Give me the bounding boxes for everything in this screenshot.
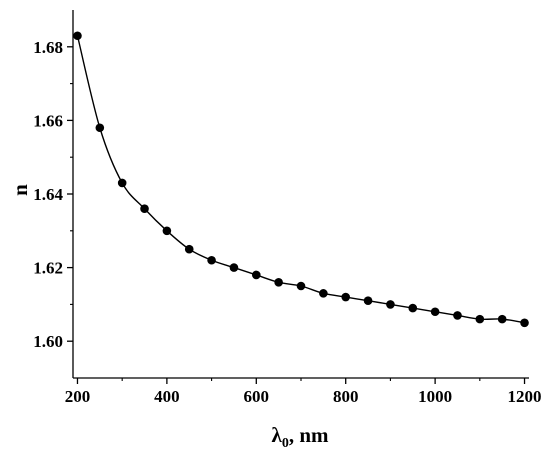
data-point — [73, 31, 82, 40]
y-tick-label: 1.68 — [33, 38, 63, 57]
x-tick-label: 600 — [244, 387, 270, 406]
x-tick-label: 1200 — [508, 387, 542, 406]
x-tick-label: 800 — [333, 387, 359, 406]
x-axis-label-suffix: , nm — [289, 423, 329, 447]
x-tick-label: 1000 — [418, 387, 452, 406]
data-point — [319, 289, 328, 298]
y-axis-label: n — [8, 184, 32, 196]
data-point — [118, 179, 127, 188]
y-tick-label: 1.60 — [33, 332, 63, 351]
data-point — [297, 282, 306, 291]
data-point — [252, 271, 261, 280]
data-point — [520, 319, 529, 328]
data-point — [274, 278, 283, 287]
data-point — [386, 300, 395, 309]
x-tick-label: 200 — [65, 387, 91, 406]
data-point — [476, 315, 485, 324]
data-point — [341, 293, 350, 302]
data-point — [163, 227, 172, 236]
x-axis-label-subscript: 0 — [282, 436, 289, 451]
x-axis-label: λ0, nm — [271, 423, 329, 451]
data-point — [96, 123, 105, 132]
data-point — [498, 315, 507, 324]
data-point — [453, 311, 462, 320]
y-tick-label: 1.64 — [33, 185, 63, 204]
data-point — [207, 256, 216, 265]
data-point — [431, 307, 440, 316]
data-point — [185, 245, 194, 254]
data-point — [408, 304, 417, 313]
x-tick-label: 400 — [154, 387, 180, 406]
y-tick-label: 1.66 — [33, 111, 63, 130]
data-point — [140, 204, 149, 213]
data-point — [230, 263, 239, 272]
series-curve — [77, 36, 524, 323]
fit-curve-layer — [77, 36, 524, 323]
data-points-layer — [73, 31, 529, 327]
y-tick-label: 1.62 — [33, 259, 63, 278]
axis-ticks: 200 400 600 800 1000 1200 1.60 1.62 1.64 1.66 1.68 — [33, 38, 541, 406]
data-point — [364, 296, 373, 305]
plot-frame — [73, 10, 529, 378]
